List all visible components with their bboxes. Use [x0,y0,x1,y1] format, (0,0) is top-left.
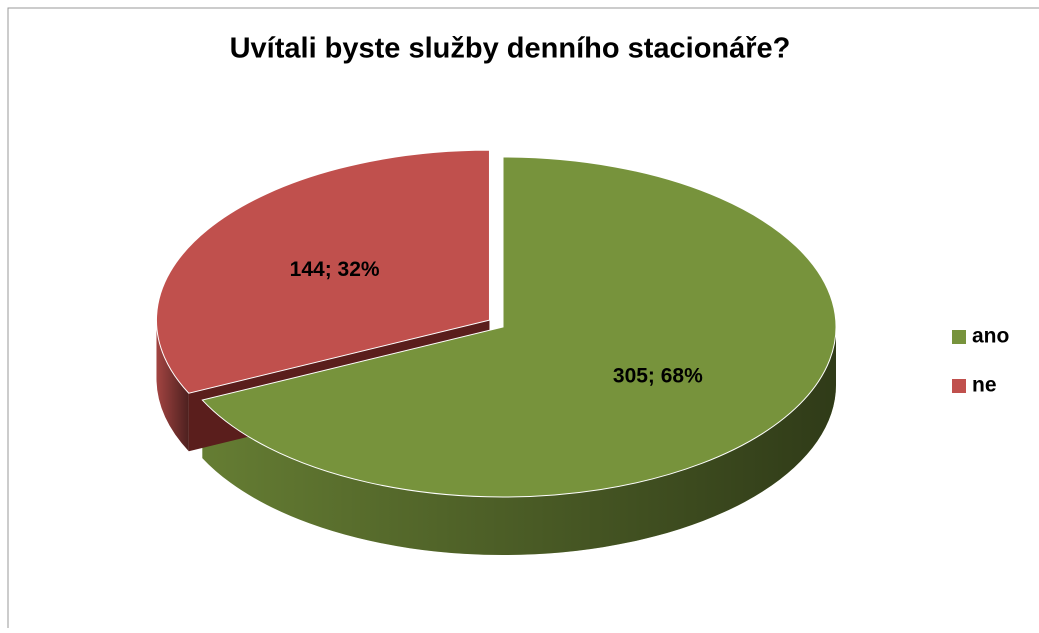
data-label: 144; 32% [290,258,380,281]
data-label: 305; 68% [613,364,703,387]
legend-label: ne [972,374,997,397]
slice-side-shade [156,320,189,452]
legend-swatch [952,330,966,344]
frame [7,7,1039,633]
slice-side-shade [202,327,837,555]
slice [155,149,490,394]
chart-title: Uvítali byste služby denního stacionáře? [230,33,791,65]
legend-swatch [952,379,966,393]
slice [201,156,837,498]
legend-label: ano [972,325,1009,348]
